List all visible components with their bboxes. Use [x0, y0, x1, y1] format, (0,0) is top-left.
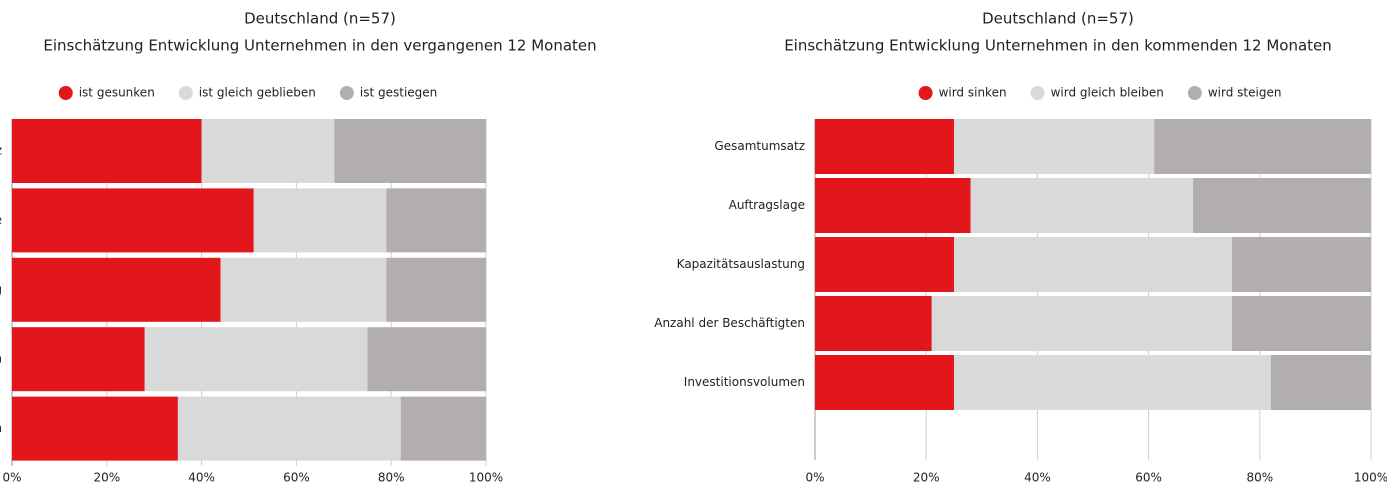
x-tick-label: 80%: [378, 471, 405, 484]
bar-segment: [1193, 178, 1371, 233]
x-tick-label: 0%: [805, 471, 824, 484]
bar-segment: [12, 396, 178, 461]
bar-segment: [931, 296, 1232, 351]
y-tick-label: Anzahl der Beschäftigten: [654, 316, 805, 330]
bar-segment: [954, 119, 1155, 174]
bar-segment: [220, 257, 387, 322]
bar-segment: [815, 178, 971, 233]
bar-segment: [1270, 355, 1371, 410]
bar-segment: [954, 355, 1271, 410]
bar-segment: [954, 237, 1232, 292]
bar-segment: [386, 188, 486, 253]
y-tick-label: Investitionsvolumen: [684, 375, 805, 389]
bar-segment: [386, 257, 486, 322]
subtitle: Deutschland (n=57): [244, 10, 396, 28]
legend-label: wird steigen: [1208, 86, 1282, 100]
bar-segment: [253, 188, 387, 253]
bar-segment: [201, 119, 335, 183]
chart-title: Einschätzung Entwicklung Unternehmen in …: [43, 37, 596, 55]
y-tick-label: Gesamtumsatz: [0, 144, 2, 158]
bar-segment: [970, 178, 1194, 233]
bar-segment: [400, 396, 486, 461]
bar-segment: [815, 119, 954, 174]
legend-label: ist gestiegen: [360, 86, 437, 100]
bar-segment: [334, 119, 486, 183]
subtitle: Deutschland (n=57): [982, 10, 1134, 28]
x-tick-label: 60%: [1135, 471, 1162, 484]
x-tick-label: 100%: [1354, 471, 1387, 484]
legend-label: ist gleich geblieben: [199, 86, 316, 100]
x-tick-label: 0%: [2, 471, 21, 484]
y-tick-label: Gesamtumsatz: [714, 139, 805, 153]
y-tick-label: Kapazitätsauslastung: [0, 282, 2, 296]
bar-segment: [144, 327, 368, 392]
x-tick-label: 20%: [93, 471, 120, 484]
y-tick-label: Kapazitätsauslastung: [677, 257, 805, 271]
bar-segment: [12, 327, 145, 392]
legend-swatch: [178, 86, 193, 100]
legend-swatch: [58, 86, 73, 100]
chart-title: Einschätzung Entwicklung Unternehmen in …: [784, 37, 1332, 55]
legend-label: wird sinken: [939, 86, 1007, 100]
legend-swatch: [339, 86, 354, 100]
bar-segment: [1232, 296, 1371, 351]
bar-segment: [815, 355, 954, 410]
bar-segment: [12, 257, 221, 322]
x-tick-label: 20%: [913, 471, 940, 484]
bar-segment: [1232, 237, 1371, 292]
x-tick-label: 40%: [188, 471, 215, 484]
y-tick-label: Investitionsvolumen: [0, 421, 2, 435]
y-tick-label: Auftragslage: [729, 198, 805, 212]
legend-swatch: [918, 86, 933, 100]
bar-segment: [815, 237, 954, 292]
legend-label: ist gesunken: [79, 86, 155, 100]
legend-swatch: [1187, 86, 1202, 100]
legend-label: wird gleich bleiben: [1051, 86, 1164, 100]
x-tick-label: 60%: [283, 471, 310, 484]
bar-segment: [367, 327, 486, 392]
x-tick-label: 100%: [469, 471, 503, 484]
bar-segment: [12, 119, 202, 183]
bar-segment: [12, 188, 254, 253]
bar-segment: [1154, 119, 1371, 174]
legend-swatch: [1030, 86, 1045, 100]
x-tick-label: 80%: [1246, 471, 1273, 484]
bar-segment: [815, 296, 932, 351]
y-tick-label: Anzahl der Beschäftigten: [0, 352, 2, 366]
y-tick-label: Auftragslage: [0, 213, 2, 227]
bar-segment: [177, 396, 401, 461]
x-tick-label: 40%: [1024, 471, 1051, 484]
